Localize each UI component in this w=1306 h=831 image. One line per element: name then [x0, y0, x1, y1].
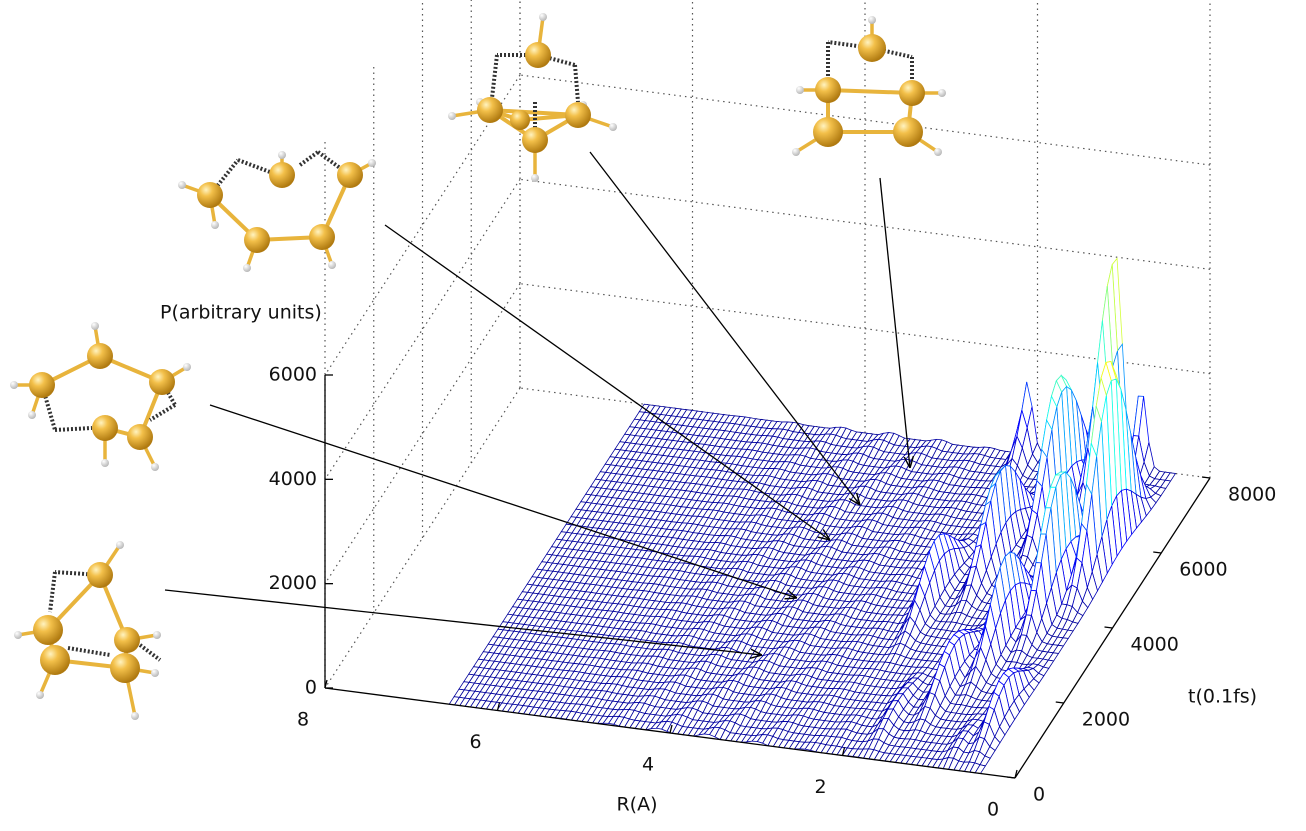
hydrogen [868, 16, 876, 24]
h-bond [48, 571, 57, 613]
atom [525, 42, 551, 68]
h-bond [54, 426, 93, 432]
atom [477, 97, 503, 123]
grid-line [324, 387, 521, 689]
h-bond [316, 150, 342, 170]
hydrogen [178, 181, 186, 189]
hydrogen [243, 264, 251, 272]
y-tick-label: 2000 [1082, 709, 1130, 731]
z-tick-label: 4000 [269, 468, 317, 490]
hydrogen [116, 541, 124, 549]
y-tick [1153, 551, 1162, 554]
grid-line [324, 179, 521, 480]
hydrogen [14, 631, 22, 639]
atom [87, 343, 113, 369]
hydrogen [278, 151, 286, 159]
molecule [10, 322, 191, 471]
x-tick-label: 8 [297, 709, 309, 731]
grid-line [519, 74, 1211, 166]
y-tick-label: 6000 [1179, 559, 1227, 581]
hydrogen [36, 691, 44, 699]
atom [197, 182, 223, 208]
atom [899, 80, 925, 106]
z-tick-label: 0 [305, 677, 317, 699]
hydrogen [10, 381, 18, 389]
h-bond [490, 54, 499, 99]
atom [309, 224, 335, 250]
x-tick-label: 0 [987, 799, 999, 821]
hydrogen [368, 159, 376, 167]
y-tick-label: 0 [1033, 784, 1045, 806]
arrow [879, 177, 910, 468]
hydrogen [934, 148, 942, 156]
atom [92, 415, 118, 441]
atom [127, 424, 153, 450]
molecule [448, 13, 617, 182]
hydrogen [101, 459, 109, 467]
x-tick-label: 4 [642, 754, 654, 776]
y-axis-label: t(0.1fs) [1188, 686, 1257, 708]
hydrogen [328, 261, 336, 269]
surface-mesh [448, 257, 1177, 774]
h-bond [573, 64, 580, 103]
y-tick [1055, 701, 1064, 704]
atom [33, 615, 63, 645]
grid-line [324, 283, 521, 584]
atom [815, 77, 841, 103]
atom [522, 127, 548, 153]
atom [813, 117, 843, 147]
hydrogen [539, 13, 547, 21]
hydrogen [609, 123, 617, 131]
z-tick-label: 2000 [269, 572, 317, 594]
z-tick-label: 6000 [269, 364, 317, 386]
atom [893, 117, 923, 147]
molecule [14, 541, 162, 720]
atom [244, 227, 270, 253]
atom [337, 162, 363, 188]
hydrogen [91, 322, 99, 330]
hydrogen [531, 174, 539, 182]
h-bond [67, 646, 111, 657]
atom [858, 34, 886, 62]
y-tick [1104, 626, 1113, 629]
grid-line [519, 283, 1211, 375]
hydrogen [448, 112, 456, 120]
y-tick [1201, 476, 1211, 479]
atom [110, 653, 140, 683]
hydrogen [796, 86, 804, 94]
hydrogen [211, 221, 219, 229]
hydrogen [151, 669, 159, 677]
x-tick-label: 2 [814, 776, 826, 798]
molecule [792, 16, 946, 156]
grid-line [519, 178, 1211, 270]
atom [149, 369, 175, 395]
atom [40, 645, 70, 675]
hydrogen [183, 363, 191, 371]
hydrogen [938, 89, 946, 97]
z-axis-label: P(arbitrary units) [160, 302, 322, 324]
hydrogen [151, 463, 159, 471]
y-tick [1006, 776, 1016, 779]
y-tick-label: 8000 [1228, 484, 1276, 506]
hydrogen [131, 712, 139, 720]
atom [87, 562, 113, 588]
x-axis-label: R(A) [616, 794, 657, 816]
y-tick-label: 4000 [1131, 634, 1179, 656]
atom [565, 102, 591, 128]
h-bond [237, 158, 271, 174]
hydrogen [792, 148, 800, 156]
x-tick-label: 6 [469, 731, 481, 753]
molecule [178, 150, 376, 272]
h-bond [298, 150, 320, 167]
h-bond [138, 643, 162, 662]
atom [29, 372, 55, 398]
atom [269, 162, 295, 188]
atom [510, 110, 530, 130]
atom [114, 627, 140, 653]
hydrogen [153, 631, 161, 639]
hydrogen [28, 411, 36, 419]
grid-line [324, 74, 521, 376]
